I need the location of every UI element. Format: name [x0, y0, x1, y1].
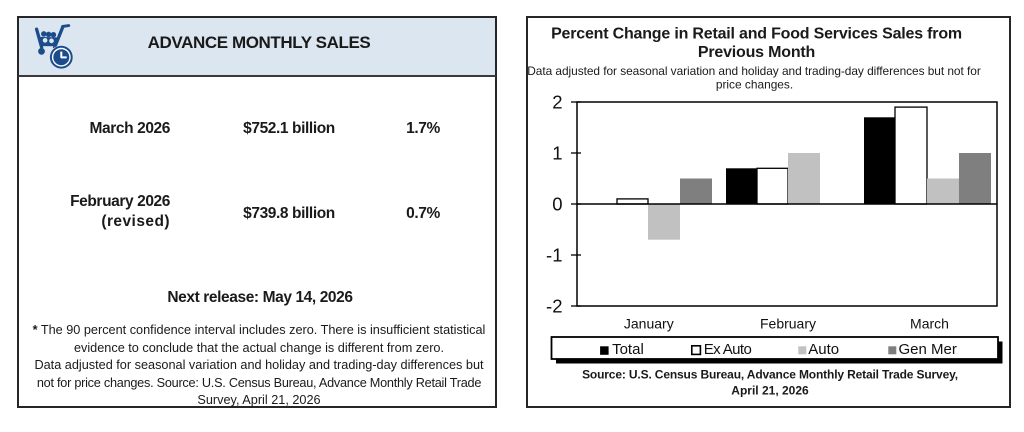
svg-text:-2: -2 — [546, 296, 562, 317]
svg-text:Data adjusted for seasonal var: Data adjusted for seasonal variation and… — [527, 64, 981, 78]
svg-text:March: March — [910, 316, 949, 332]
svg-text:2: 2 — [552, 92, 562, 113]
svg-text:February: February — [760, 316, 816, 332]
svg-text:Percent Change in Retail and F: Percent Change in Retail and Food Servic… — [551, 26, 962, 43]
svg-text:Previous Month: Previous Month — [698, 44, 815, 61]
svg-text:January: January — [624, 316, 674, 332]
svg-text:Ex Auto: Ex Auto — [704, 341, 752, 358]
svg-text:April 21, 2026: April 21, 2026 — [731, 384, 809, 398]
svg-text:Total: Total — [612, 341, 644, 358]
svg-text:price changes.: price changes. — [716, 78, 793, 92]
svg-text:Gen Mer: Gen Mer — [899, 341, 957, 358]
svg-text:-1: -1 — [546, 245, 562, 266]
svg-text:0: 0 — [552, 194, 562, 215]
svg-text:Source: U.S. Census Bureau, Ad: Source: U.S. Census Bureau, Advance Mont… — [582, 367, 958, 381]
svg-text:1: 1 — [552, 143, 562, 164]
svg-text:Auto: Auto — [808, 341, 839, 358]
